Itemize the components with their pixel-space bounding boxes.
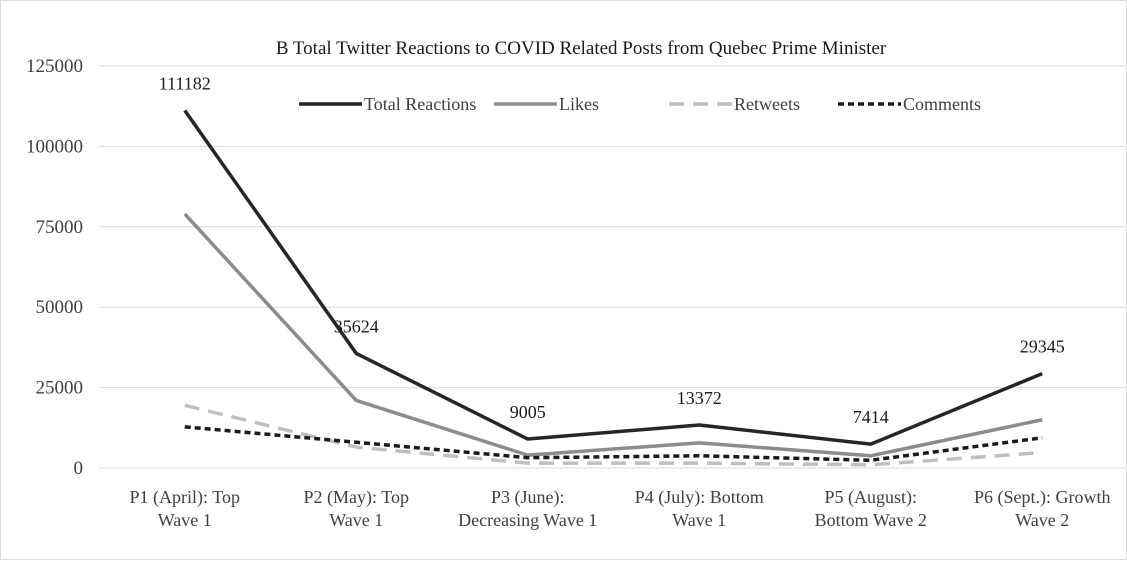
chart-title: B Total Twitter Reactions to COVID Relat… [276,38,887,59]
legend-entry: Comments [838,94,981,114]
x-tick-label: P2 (May): Top Wave 1 [304,487,409,530]
y-tick-label: 75000 [36,217,84,238]
legend-entry: Total Reactions [299,94,476,114]
y-tick-label: 0 [74,458,84,479]
series-line-comments [184,425,1043,463]
legend-label: Likes [559,94,599,114]
x-tick-label: P5 (August): Bottom Wave 2 [815,487,927,530]
x-tick-label: P1 (April): Top Wave 1 [130,487,240,530]
x-tick-label: P3 (June): Decreasing Wave 1 [458,487,597,530]
legend: Total Reactions Likes Retweets Comments [299,94,981,114]
data-label: 29345 [1020,337,1065,357]
series-line-total-reactions [183,109,1043,446]
legend-label: Comments [903,94,981,114]
y-tick-label: 100000 [26,136,83,157]
x-tick-label: P4 (July): Bottom Wave 1 [635,487,764,530]
y-tick-label: 125000 [26,56,83,77]
legend-label: Total Reactions [364,94,476,114]
legend-label: Retweets [734,94,800,114]
legend-entry: Likes [494,94,599,114]
y-tick-label: 50000 [36,297,84,318]
data-label: 13372 [677,388,722,408]
gridlines [99,65,1127,469]
data-label: 111182 [159,73,211,93]
data-label: 9005 [510,402,546,422]
series-line-likes [183,212,1043,458]
x-tick-label: P6 (Sept.): Growth Wave 2 [974,487,1111,530]
x-axis-ticks: P1 (April): Top Wave 1 P2 (May): Top Wave 1… [130,487,1111,530]
legend-entry: Retweets [669,94,800,114]
y-tick-label: 25000 [36,378,84,399]
data-label: 35624 [334,316,379,336]
series-lines [183,109,1043,467]
data-label: 7414 [853,407,889,427]
y-axis-ticks: 0 25000 50000 75000 100000 125000 [26,56,83,479]
data-labels: 111182 35624 9005 13372 7414 29345 [159,73,1065,427]
